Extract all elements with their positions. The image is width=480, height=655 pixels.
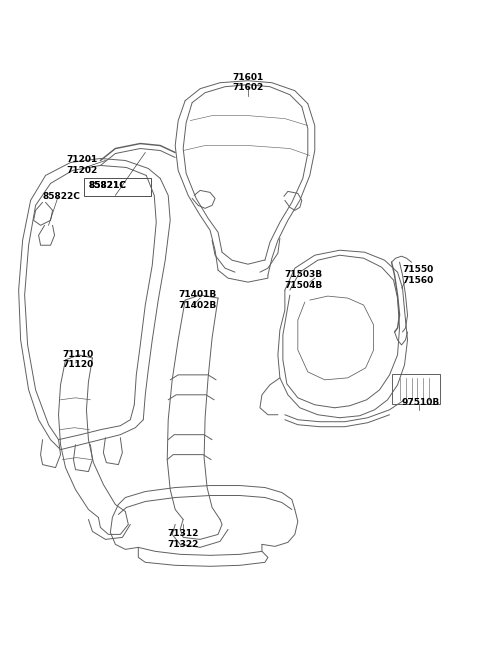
FancyBboxPatch shape (84, 178, 151, 196)
Text: 71312
71322: 71312 71322 (168, 529, 199, 549)
Text: 71601
71602: 71601 71602 (232, 73, 264, 92)
Text: 71201
71202: 71201 71202 (67, 155, 98, 175)
Text: 97510B: 97510B (402, 398, 440, 407)
Text: 85821C: 85821C (88, 181, 126, 191)
FancyBboxPatch shape (392, 374, 441, 403)
Text: 71110
71120: 71110 71120 (62, 350, 94, 369)
Text: 71401B
71402B: 71401B 71402B (178, 290, 216, 310)
Text: 71550
71560: 71550 71560 (403, 265, 434, 284)
Text: 71503B
71504B: 71503B 71504B (285, 270, 323, 290)
Text: 85821C: 85821C (88, 181, 126, 191)
Text: 85822C: 85822C (43, 193, 81, 201)
